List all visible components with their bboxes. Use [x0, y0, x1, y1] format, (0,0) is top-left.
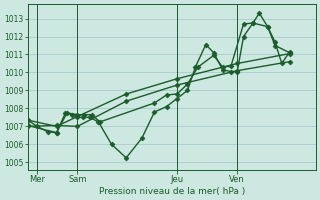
X-axis label: Pression niveau de la mer( hPa ): Pression niveau de la mer( hPa ) — [99, 187, 245, 196]
